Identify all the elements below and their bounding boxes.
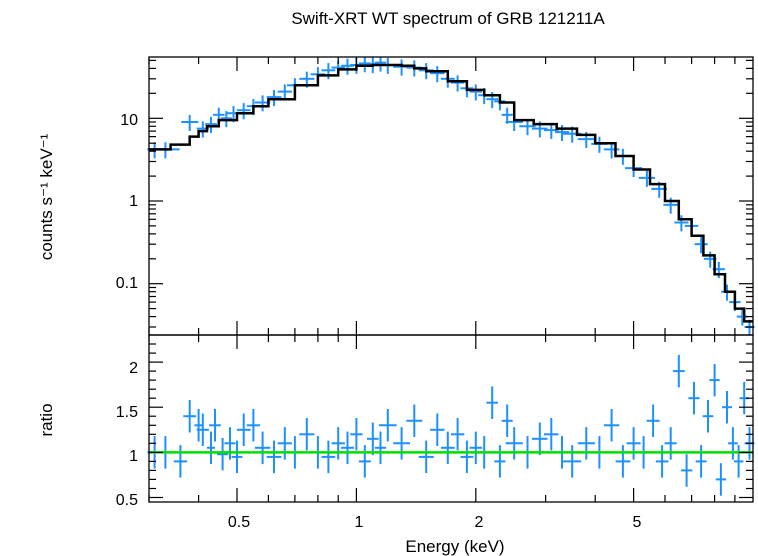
ratio-data-point [430,413,445,446]
spectrum-data-point [181,114,199,131]
ratio-data-point [664,427,677,460]
x-axis-label: Energy (keV) [405,537,504,556]
ratio-data-point [418,440,434,474]
spectrum-data-point [205,116,217,133]
ratio-ytick-1: 1 [129,448,138,465]
ratio-data-point [532,422,548,456]
ratio-data-point [728,427,738,460]
ratio-data-point [231,440,243,474]
ratio-panel: 2 1.5 1 0.5 ratio [37,334,755,509]
ratio-data-point [183,400,197,433]
spectrum-data-point [341,58,354,75]
ratio-data-point [702,400,714,433]
ratio-data-point [603,409,620,442]
ratio-data-point [715,463,726,496]
ratio-ytick-1.5: 1.5 [116,404,138,421]
spectrum-data-point [638,170,655,187]
spectrum-ytick-0.1: 0.1 [116,275,138,292]
ratio-data-point [367,422,379,456]
ratio-data-point [733,445,744,478]
spectrum-ytick-1: 1 [129,193,138,210]
ratio-data-point [209,409,221,442]
ratio-data-point [440,431,455,465]
ratio-data-point [358,445,371,478]
spectrum-data-point [736,309,748,326]
ratio-data-point [246,409,260,442]
xtick-1: 1 [355,514,364,531]
ratio-data-point [505,427,523,460]
ratio-axis-ticks [148,335,753,502]
spectrum-data-point [674,215,689,232]
xtick-2: 2 [475,514,484,531]
ratio-frame [148,334,754,503]
ratio-data-point [543,418,559,451]
spectrum-data-point [430,66,445,83]
ratio-data-point [224,427,236,460]
spectrum-data-point [469,84,482,101]
spectrum-panel: 10 1 0.1 counts s⁻¹ keV⁻¹ [37,56,755,336]
ratio-data-point [469,431,482,465]
ratio-data-point [615,445,631,478]
spectrum-data-point [321,63,336,80]
ratio-data-point [646,404,660,437]
ratio-data-point [341,431,354,465]
ratio-data-point [655,445,669,478]
ratio-data-point [196,413,209,446]
ratio-data-point [254,431,271,465]
chart-title: Swift-XRT WT spectrum of GRB 121211A [291,9,605,28]
spectrum-data-point [694,237,708,254]
ratio-data-point [277,427,292,460]
ratio-data-point [460,440,474,474]
ratio-data-point [194,409,203,442]
ratio-data-point [236,413,251,446]
ratio-data-point [695,445,707,478]
spectrum-data-point [519,119,536,136]
model-step-curve [149,63,753,323]
spectrum-axis-ticks [148,57,753,335]
spectrum-frame [148,56,754,336]
ratio-data-point [266,440,282,474]
spectrum-ylabel: counts s⁻¹ keV⁻¹ [37,133,56,260]
ratio-data-point [688,381,700,415]
ratio-data-point [501,404,513,437]
ratio-data-point [709,363,720,397]
ratio-data-point [207,431,215,465]
ratio-data-point [406,404,423,437]
ratio-data-point [378,409,397,442]
ratio-data-point [299,418,315,451]
ratio-data-point [494,445,506,478]
ratio-ylabel: ratio [37,403,56,436]
ratio-data-point [173,445,188,478]
ratio-data-point [577,427,595,460]
spectrum-data-point [451,75,465,92]
spectrum-ytick-10: 10 [120,112,138,129]
spectrum-data-point [543,122,559,139]
ratio-ytick-0.5: 0.5 [116,492,138,509]
spectrum-data-point [236,103,251,120]
ratio-data-points [147,354,755,496]
ratio-data-point [217,437,229,471]
ratio-ytick-2: 2 [129,360,138,377]
spectrum-data-points [147,57,755,335]
ratio-data-point [321,440,336,474]
ratio-data-point [486,386,498,419]
xtick-0.5: 0.5 [228,514,250,531]
ratio-data-point [393,427,410,460]
ratio-data-point [672,354,685,388]
ratio-data-point [626,427,641,460]
ratio-data-point [374,431,387,465]
spectrum-data-point [277,84,292,101]
ratio-data-point [680,454,693,487]
xtick-5: 5 [633,514,642,531]
ratio-data-point [350,418,363,451]
ratio-data-point [331,427,345,460]
ratio-data-point [722,391,732,424]
ratio-data-point [563,445,582,478]
ratio-data-point [451,418,465,451]
